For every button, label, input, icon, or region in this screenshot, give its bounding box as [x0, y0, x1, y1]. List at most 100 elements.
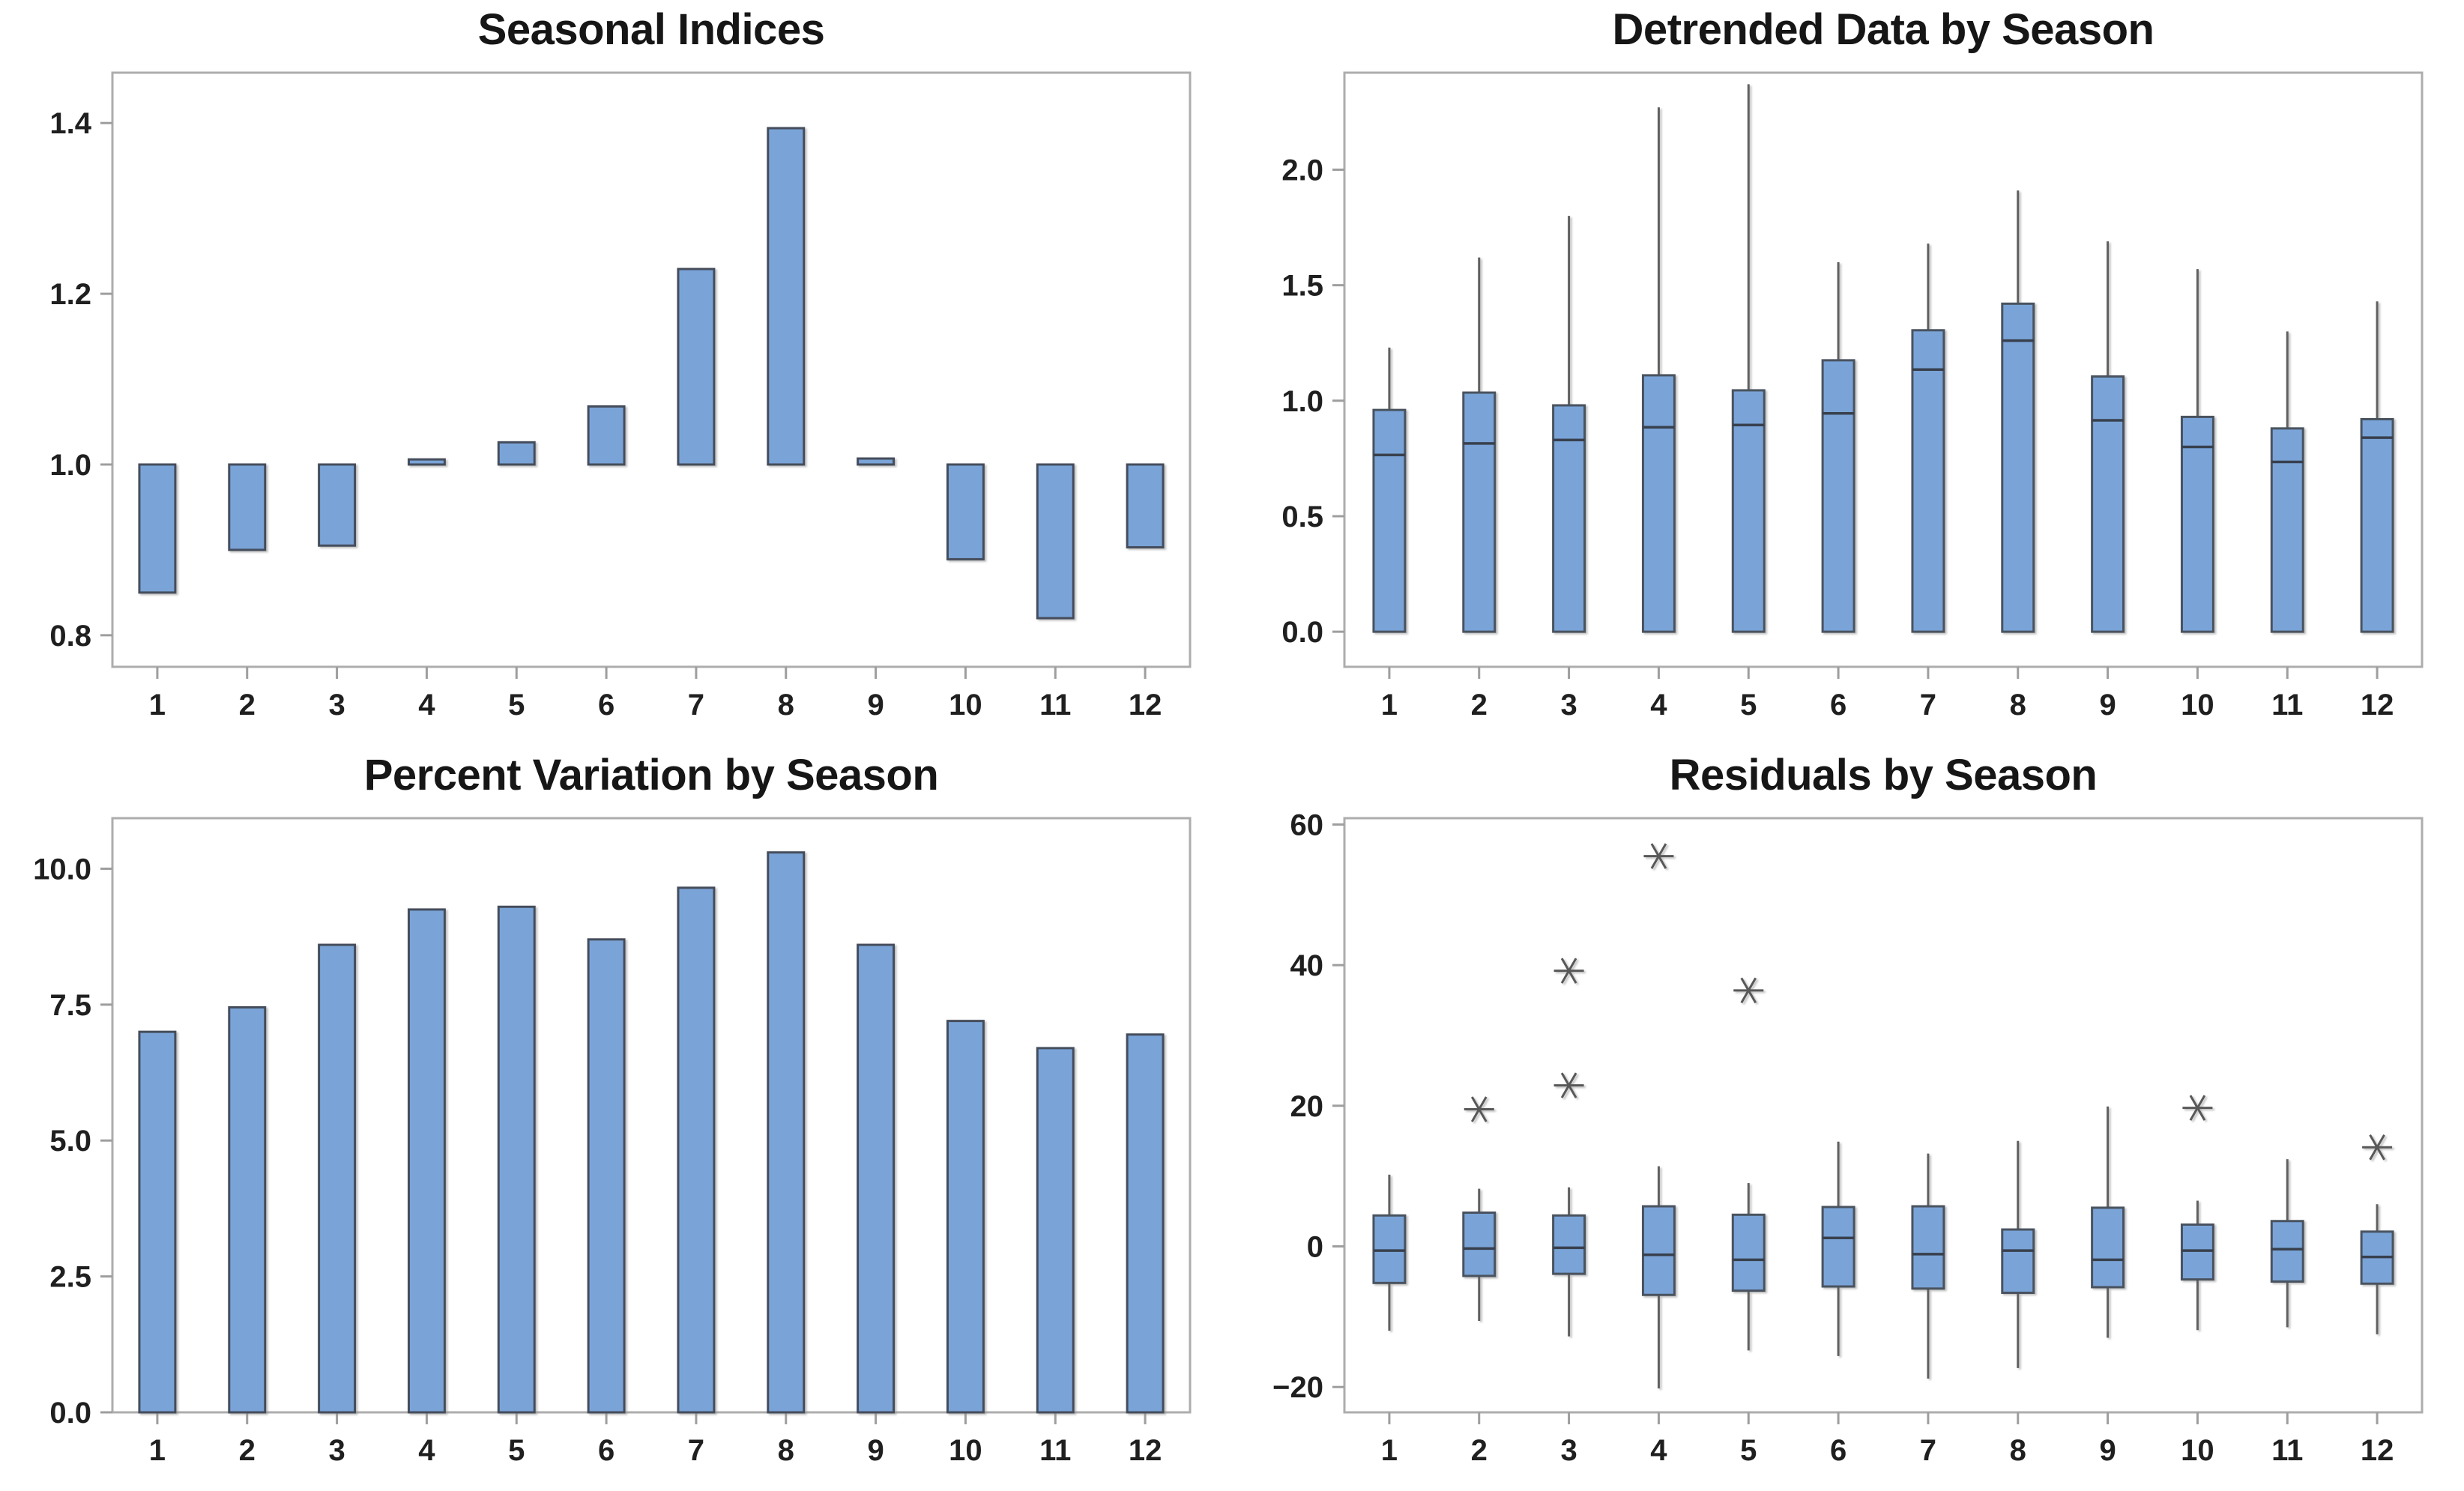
x-tick-label: 10: [949, 1434, 982, 1467]
x-tick-label: 3: [1560, 1434, 1577, 1467]
detrended-data-by-season-series: [1372, 84, 2394, 633]
y-tick-label: 0: [1307, 1231, 1323, 1264]
box: [1641, 1205, 1676, 1296]
y-axis: 0.0 2.5 5.0 7.5 10.0: [33, 853, 112, 1430]
percent-variation-plot: 0.02.55.07.510.01 2 3 4 5 6 7 8 9 10 11 12: [33, 817, 1192, 1467]
box: [2180, 415, 2214, 633]
box: [1462, 1211, 1497, 1277]
x-tick-label: 5: [508, 689, 525, 722]
y-tick-label: 2.5: [49, 1261, 91, 1294]
y-tick-label: 1.0: [1281, 385, 1323, 418]
x-tick-label: 1: [149, 689, 166, 722]
box: [2091, 375, 2125, 633]
panel-detrended-data: Detrended Data by Season 0.0 0.5 1.0 1.5 2.0…: [1232, 0, 2464, 746]
box: [1552, 404, 1586, 633]
box: [1372, 408, 1407, 633]
x-tick-label: 10: [2181, 1434, 2214, 1467]
x-tick-label: 11: [2271, 1434, 2303, 1467]
bar: [1036, 463, 1075, 620]
x-tick-label: 4: [418, 689, 435, 722]
outlier-asterisk-icon: [1464, 1096, 1494, 1122]
box: [2180, 1223, 2214, 1281]
x-tick-label: 7: [1920, 1434, 1936, 1467]
percent-variation-by-season-series: [138, 851, 1165, 1414]
box: [1372, 1214, 1407, 1284]
box: [1911, 329, 1945, 633]
x-tick-label: 8: [2010, 1434, 2026, 1467]
bar: [138, 463, 177, 594]
bar: [946, 1020, 985, 1414]
x-tick-label: 8: [778, 689, 794, 722]
x-tick-label: 6: [598, 689, 615, 722]
bar: [497, 905, 536, 1414]
detrended-data-title: Detrended Data by Season: [1612, 5, 2155, 54]
box: [1911, 1205, 1945, 1290]
bar: [946, 463, 985, 560]
x-tick-label: 6: [1830, 689, 1847, 722]
bar: [228, 1005, 267, 1414]
outlier-asterisk-icon: [1733, 977, 1764, 1004]
bar: [138, 1030, 177, 1414]
box: [1462, 391, 1497, 633]
x-tick-label: 2: [1471, 1434, 1488, 1467]
box: [2360, 417, 2394, 633]
bar: [228, 463, 267, 551]
y-axis: −20 0 20 40 60: [1272, 808, 1344, 1404]
y-tick-label: 0.8: [49, 620, 91, 653]
x-tick-label: 7: [688, 1434, 704, 1467]
plot-border: [111, 71, 1192, 668]
bar: [677, 267, 716, 466]
bar: [587, 938, 626, 1414]
x-tick-label: 9: [867, 689, 884, 722]
plot-border: [1343, 71, 2424, 668]
box: [1641, 374, 1676, 633]
x-tick-label: 7: [1920, 689, 1936, 722]
x-tick-label: 12: [2361, 689, 2394, 722]
x-tick-label: 10: [949, 689, 982, 722]
y-tick-label: 2.0: [1281, 154, 1323, 187]
x-tick-label: 9: [867, 1434, 884, 1467]
x-tick-label: 8: [2010, 689, 2026, 722]
x-tick-label: 2: [239, 689, 256, 722]
bar: [767, 127, 806, 466]
bar: [1126, 463, 1165, 548]
seasonal-indices-series: [138, 127, 1165, 620]
plot-border: [1343, 817, 2424, 1414]
box: [1731, 1213, 1766, 1292]
y-tick-label: −20: [1272, 1371, 1323, 1404]
box: [2001, 302, 2035, 633]
y-tick-label: 1.4: [49, 107, 91, 140]
y-axis: 0.0 0.5 1.0 1.5 2.0: [1281, 154, 1344, 649]
y-tick-label: 7.5: [49, 989, 91, 1022]
bar: [497, 441, 536, 466]
x-tick-label: 12: [2361, 1434, 2394, 1467]
bar: [318, 943, 357, 1414]
y-tick-label: 10.0: [33, 853, 91, 886]
box: [1821, 359, 1855, 633]
outlier-asterisk-icon: [1553, 1072, 1584, 1098]
y-tick-label: 0.0: [49, 1397, 91, 1430]
x-tick-label: 12: [1129, 1434, 1162, 1467]
outlier-asterisk-icon: [1553, 958, 1584, 984]
x-tick-label: 6: [598, 1434, 615, 1467]
y-tick-label: 5.0: [49, 1125, 91, 1158]
y-tick-label: 60: [1290, 808, 1324, 841]
outlier-asterisk-icon: [2182, 1095, 2213, 1121]
x-tick-label: 9: [2099, 689, 2116, 722]
y-tick-label: 0.5: [1281, 500, 1323, 533]
x-tick-label: 5: [1740, 1434, 1757, 1467]
x-tick-label: 4: [1650, 689, 1667, 722]
x-tick-label: 11: [1039, 1434, 1071, 1467]
y-tick-label: 0.0: [1281, 616, 1323, 649]
y-tick-label: 40: [1290, 949, 1324, 982]
bar: [767, 851, 806, 1414]
y-axis: 0.8 1.0 1.2 1.4: [49, 107, 112, 653]
x-axis: 1 2 3 4 5 6 7 8 9 10 11 12: [149, 667, 1162, 722]
x-tick-label: 1: [1381, 689, 1398, 722]
x-tick-label: 8: [778, 1434, 794, 1467]
x-tick-label: 10: [2181, 689, 2214, 722]
x-axis: 1 2 3 4 5 6 7 8 9 10 11 12: [1381, 667, 2394, 722]
outlier-asterisk-icon: [2362, 1134, 2393, 1161]
